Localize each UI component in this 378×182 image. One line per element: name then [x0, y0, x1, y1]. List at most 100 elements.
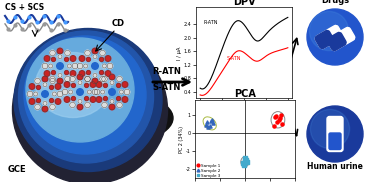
- Circle shape: [85, 97, 88, 101]
- FancyBboxPatch shape: [327, 32, 346, 51]
- Point: [274, 120, 280, 123]
- Circle shape: [117, 102, 122, 108]
- Circle shape: [49, 64, 53, 68]
- Circle shape: [102, 76, 107, 82]
- Point: [242, 160, 248, 163]
- Ellipse shape: [36, 52, 110, 118]
- Circle shape: [116, 97, 121, 101]
- Circle shape: [77, 104, 83, 110]
- Circle shape: [117, 76, 122, 82]
- X-axis label: E / V: E / V: [238, 109, 250, 114]
- Ellipse shape: [19, 31, 153, 163]
- Circle shape: [65, 71, 68, 75]
- Circle shape: [55, 84, 61, 89]
- Circle shape: [100, 50, 105, 56]
- Circle shape: [79, 71, 85, 76]
- Point: [271, 124, 277, 127]
- Circle shape: [96, 97, 102, 102]
- FancyBboxPatch shape: [329, 133, 341, 149]
- FancyBboxPatch shape: [315, 30, 334, 49]
- Circle shape: [50, 99, 54, 103]
- Text: CS + SCS: CS + SCS: [5, 3, 44, 12]
- Circle shape: [90, 97, 96, 102]
- Point: [204, 120, 210, 123]
- Circle shape: [94, 89, 100, 95]
- Circle shape: [42, 91, 48, 97]
- FancyBboxPatch shape: [327, 116, 343, 151]
- FancyBboxPatch shape: [330, 118, 341, 122]
- Legend: Sample 1, Sample 2, Sample 3: Sample 1, Sample 2, Sample 3: [195, 164, 220, 177]
- Ellipse shape: [24, 36, 146, 154]
- Circle shape: [77, 89, 83, 95]
- Circle shape: [92, 48, 98, 54]
- Text: Human urine: Human urine: [307, 162, 363, 171]
- Text: CD: CD: [112, 19, 125, 28]
- Y-axis label: I / μA: I / μA: [178, 46, 183, 60]
- Circle shape: [116, 83, 121, 87]
- Circle shape: [99, 71, 104, 75]
- Circle shape: [50, 76, 55, 82]
- Circle shape: [50, 85, 54, 89]
- Text: S-ATN: S-ATN: [226, 56, 241, 61]
- Circle shape: [52, 92, 56, 96]
- Circle shape: [87, 90, 91, 94]
- Ellipse shape: [12, 36, 167, 182]
- Circle shape: [71, 97, 76, 101]
- Circle shape: [109, 74, 115, 80]
- Y-axis label: PC 2 (34%): PC 2 (34%): [179, 126, 184, 153]
- Circle shape: [79, 56, 85, 61]
- Point: [278, 113, 284, 116]
- Circle shape: [64, 97, 70, 102]
- Circle shape: [85, 76, 90, 82]
- Circle shape: [64, 82, 70, 87]
- Title: PCA: PCA: [234, 89, 256, 99]
- Point: [203, 123, 209, 126]
- Point: [273, 115, 279, 118]
- Circle shape: [35, 78, 40, 84]
- Ellipse shape: [14, 29, 162, 171]
- Circle shape: [84, 64, 88, 68]
- Point: [244, 161, 250, 163]
- Circle shape: [35, 104, 40, 110]
- Circle shape: [43, 83, 47, 87]
- Text: R-ATN: R-ATN: [203, 20, 218, 25]
- Circle shape: [71, 83, 76, 87]
- Circle shape: [50, 78, 55, 84]
- Circle shape: [44, 71, 50, 76]
- Text: GCE: GCE: [8, 165, 26, 174]
- Point: [272, 116, 278, 119]
- Ellipse shape: [15, 88, 173, 148]
- Circle shape: [78, 99, 82, 103]
- Circle shape: [65, 76, 70, 82]
- Point: [277, 117, 283, 120]
- Point: [242, 157, 248, 160]
- Circle shape: [36, 99, 40, 103]
- Circle shape: [70, 76, 75, 82]
- Circle shape: [85, 102, 90, 108]
- Circle shape: [43, 101, 47, 105]
- Point: [276, 119, 282, 122]
- Circle shape: [57, 48, 63, 54]
- Circle shape: [92, 89, 98, 95]
- Point: [240, 161, 246, 164]
- Circle shape: [85, 76, 90, 82]
- Circle shape: [62, 89, 68, 95]
- Circle shape: [36, 85, 40, 89]
- Circle shape: [50, 104, 55, 110]
- Circle shape: [92, 63, 98, 69]
- Circle shape: [67, 64, 71, 68]
- Circle shape: [42, 106, 48, 112]
- Text: S-ATN: S-ATN: [152, 83, 180, 92]
- Circle shape: [310, 109, 350, 149]
- Circle shape: [87, 71, 90, 75]
- Circle shape: [65, 50, 70, 56]
- Circle shape: [100, 76, 105, 82]
- Circle shape: [87, 58, 90, 61]
- Circle shape: [34, 92, 38, 96]
- Circle shape: [310, 11, 349, 51]
- Ellipse shape: [26, 38, 134, 142]
- Circle shape: [70, 71, 76, 76]
- Circle shape: [122, 82, 128, 87]
- Circle shape: [105, 56, 111, 61]
- Circle shape: [102, 102, 107, 108]
